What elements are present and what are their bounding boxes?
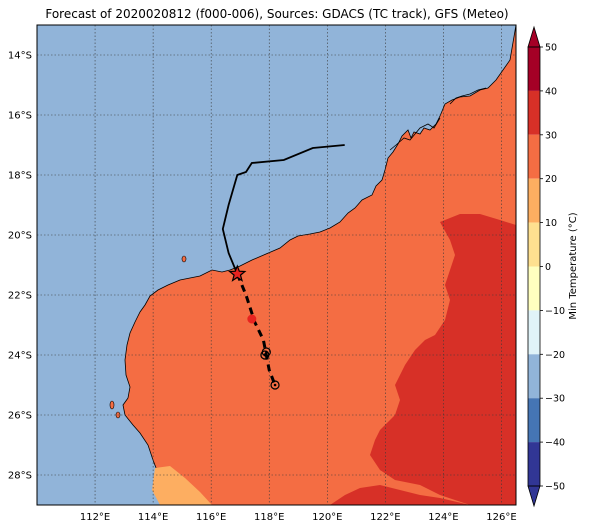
island [181, 255, 187, 263]
colorbar-tick-label: −20 [545, 350, 565, 361]
coastline [389, 87, 487, 151]
longitude-tick-label: 124°E [428, 512, 458, 523]
current-position-star-icon [228, 264, 247, 282]
warm-region-south [330, 485, 470, 505]
longitude-tick-label: 116°E [196, 512, 226, 523]
latitude-tick-label: 16°S [8, 111, 32, 122]
colorbar-tick-label: 40 [545, 86, 557, 97]
colorbar-extend-max [527, 25, 541, 48]
forecast-point-center [273, 383, 277, 387]
colorbar-segment [528, 442, 540, 486]
track-forecast-line [235, 273, 277, 386]
longitude-tick-label: 126°E [486, 512, 516, 523]
longitude-tick-label: 112°E [80, 512, 110, 523]
cyclone-track [221, 144, 345, 390]
island-group [109, 255, 187, 419]
colorbar-tick-label: −30 [545, 394, 565, 405]
colorbar-extend-min [527, 485, 541, 508]
forecast-points [247, 314, 280, 390]
colorbar-label: Min Temperature (°C) [568, 212, 579, 319]
colorbar-tick-label: 30 [545, 130, 557, 141]
longitude-tick-labels: 112°E 114°E 116°E 118°E 120°E 122°E 124°E 126°E [80, 512, 517, 523]
track-past-line [221, 144, 345, 275]
figure-title: Forecast of 2020020812 (f000-006), Sourc… [45, 7, 508, 21]
colorbar-segment [528, 47, 540, 91]
map-frame [36, 24, 517, 506]
forecast-point-center [263, 353, 267, 357]
longitude-tick-label: 118°E [254, 512, 284, 523]
longitude-tick-label: 114°E [138, 512, 168, 523]
latitude-tick-label: 26°S [8, 411, 32, 422]
latitude-tick-label: 14°S [8, 51, 32, 62]
colorbar-segment [528, 266, 540, 311]
forecast-point-red [247, 314, 257, 324]
colorbar-tick-label: −50 [545, 482, 565, 493]
latitude-tick-label: 20°S [8, 231, 32, 242]
colorbar-segment [528, 398, 540, 443]
cool-region-southwest [152, 466, 212, 505]
colorbar-segment [528, 134, 540, 179]
colorbar: 50 40 30 20 10 0 −10 −20 −30 −40 −50 [527, 25, 565, 508]
colorbar-tick-label: 10 [545, 218, 557, 229]
colorbar-segment [528, 310, 540, 355]
warm-region-interior [370, 214, 516, 505]
colorbar-segment [528, 354, 540, 399]
forecast-point-circle [270, 380, 280, 390]
colorbar-tick-label: −10 [545, 306, 565, 317]
longitude-tick-label: 120°E [312, 512, 342, 523]
latitude-tick-label: 24°S [8, 351, 32, 362]
colorbar-segment [528, 90, 540, 135]
coastline-kimberley [389, 117, 441, 151]
colorbar-tick-label: 50 [545, 43, 557, 54]
colorbar-tick-label: 20 [545, 174, 557, 185]
colorbar-segment [528, 178, 540, 223]
colorbar-segment [528, 222, 540, 267]
map-plot-area [37, 25, 516, 505]
latitude-tick-label: 28°S [8, 471, 32, 482]
forecast-point-circle [260, 350, 270, 360]
colorbar-tick-label: 0 [545, 262, 551, 273]
latitude-tick-label: 18°S [8, 171, 32, 182]
latitude-tick-labels: 14°S 16°S 18°S 20°S 22°S 24°S 26°S 28°S [8, 51, 32, 482]
colorbar-tick-label: −40 [545, 438, 565, 449]
longitude-tick-label: 122°E [370, 512, 400, 523]
latitude-tick-label: 22°S [8, 291, 32, 302]
graticule [37, 25, 516, 505]
island [109, 400, 115, 410]
coastline-north [449, 87, 487, 105]
